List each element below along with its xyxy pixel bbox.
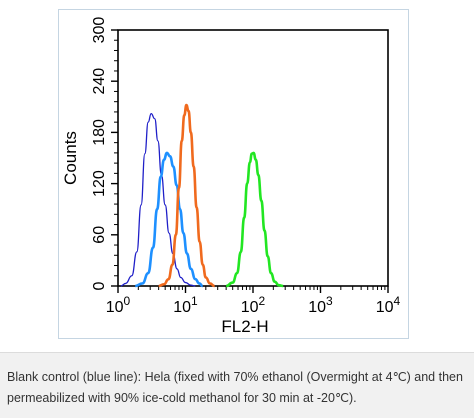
histogram-series-1 bbox=[120, 112, 196, 287]
x-tick-label: 101 bbox=[173, 294, 198, 316]
figure-panel: 0 60 120 180 240 300 100 101 102 103 104 Counts FL… bbox=[58, 9, 409, 339]
figure-border bbox=[58, 9, 409, 339]
histogram-chart: 0 60 120 180 240 300 100 101 102 103 104 Counts FL… bbox=[61, 17, 401, 336]
figure-caption-box: Blank control (blue line): Hela (fixed w… bbox=[0, 352, 474, 418]
x-axis-label: FL2-H bbox=[221, 317, 268, 336]
y-tick-label: 0 bbox=[91, 281, 108, 290]
y-tick-label: 240 bbox=[91, 68, 108, 95]
series-layer bbox=[120, 103, 284, 288]
axes-layer: 0 60 120 180 240 300 100 101 102 103 104 bbox=[91, 17, 401, 316]
x-tick-label: 103 bbox=[308, 294, 333, 316]
x-tick-label: 104 bbox=[376, 294, 401, 316]
histogram-series-2 bbox=[135, 151, 203, 288]
y-tick-label: 180 bbox=[91, 119, 108, 146]
y-tick-label: 60 bbox=[91, 226, 108, 244]
x-tick-label: 102 bbox=[241, 294, 266, 316]
plot-area-frame bbox=[117, 29, 389, 287]
figure-caption: Blank control (blue line): Hela (fixed w… bbox=[7, 370, 463, 405]
y-tick-label: 120 bbox=[91, 170, 108, 197]
y-tick-label: 300 bbox=[91, 17, 108, 44]
x-tick-label: 100 bbox=[106, 294, 131, 316]
histogram-series-3 bbox=[158, 103, 215, 288]
y-axis-label: Counts bbox=[61, 131, 80, 185]
histogram-series-4 bbox=[225, 151, 284, 288]
